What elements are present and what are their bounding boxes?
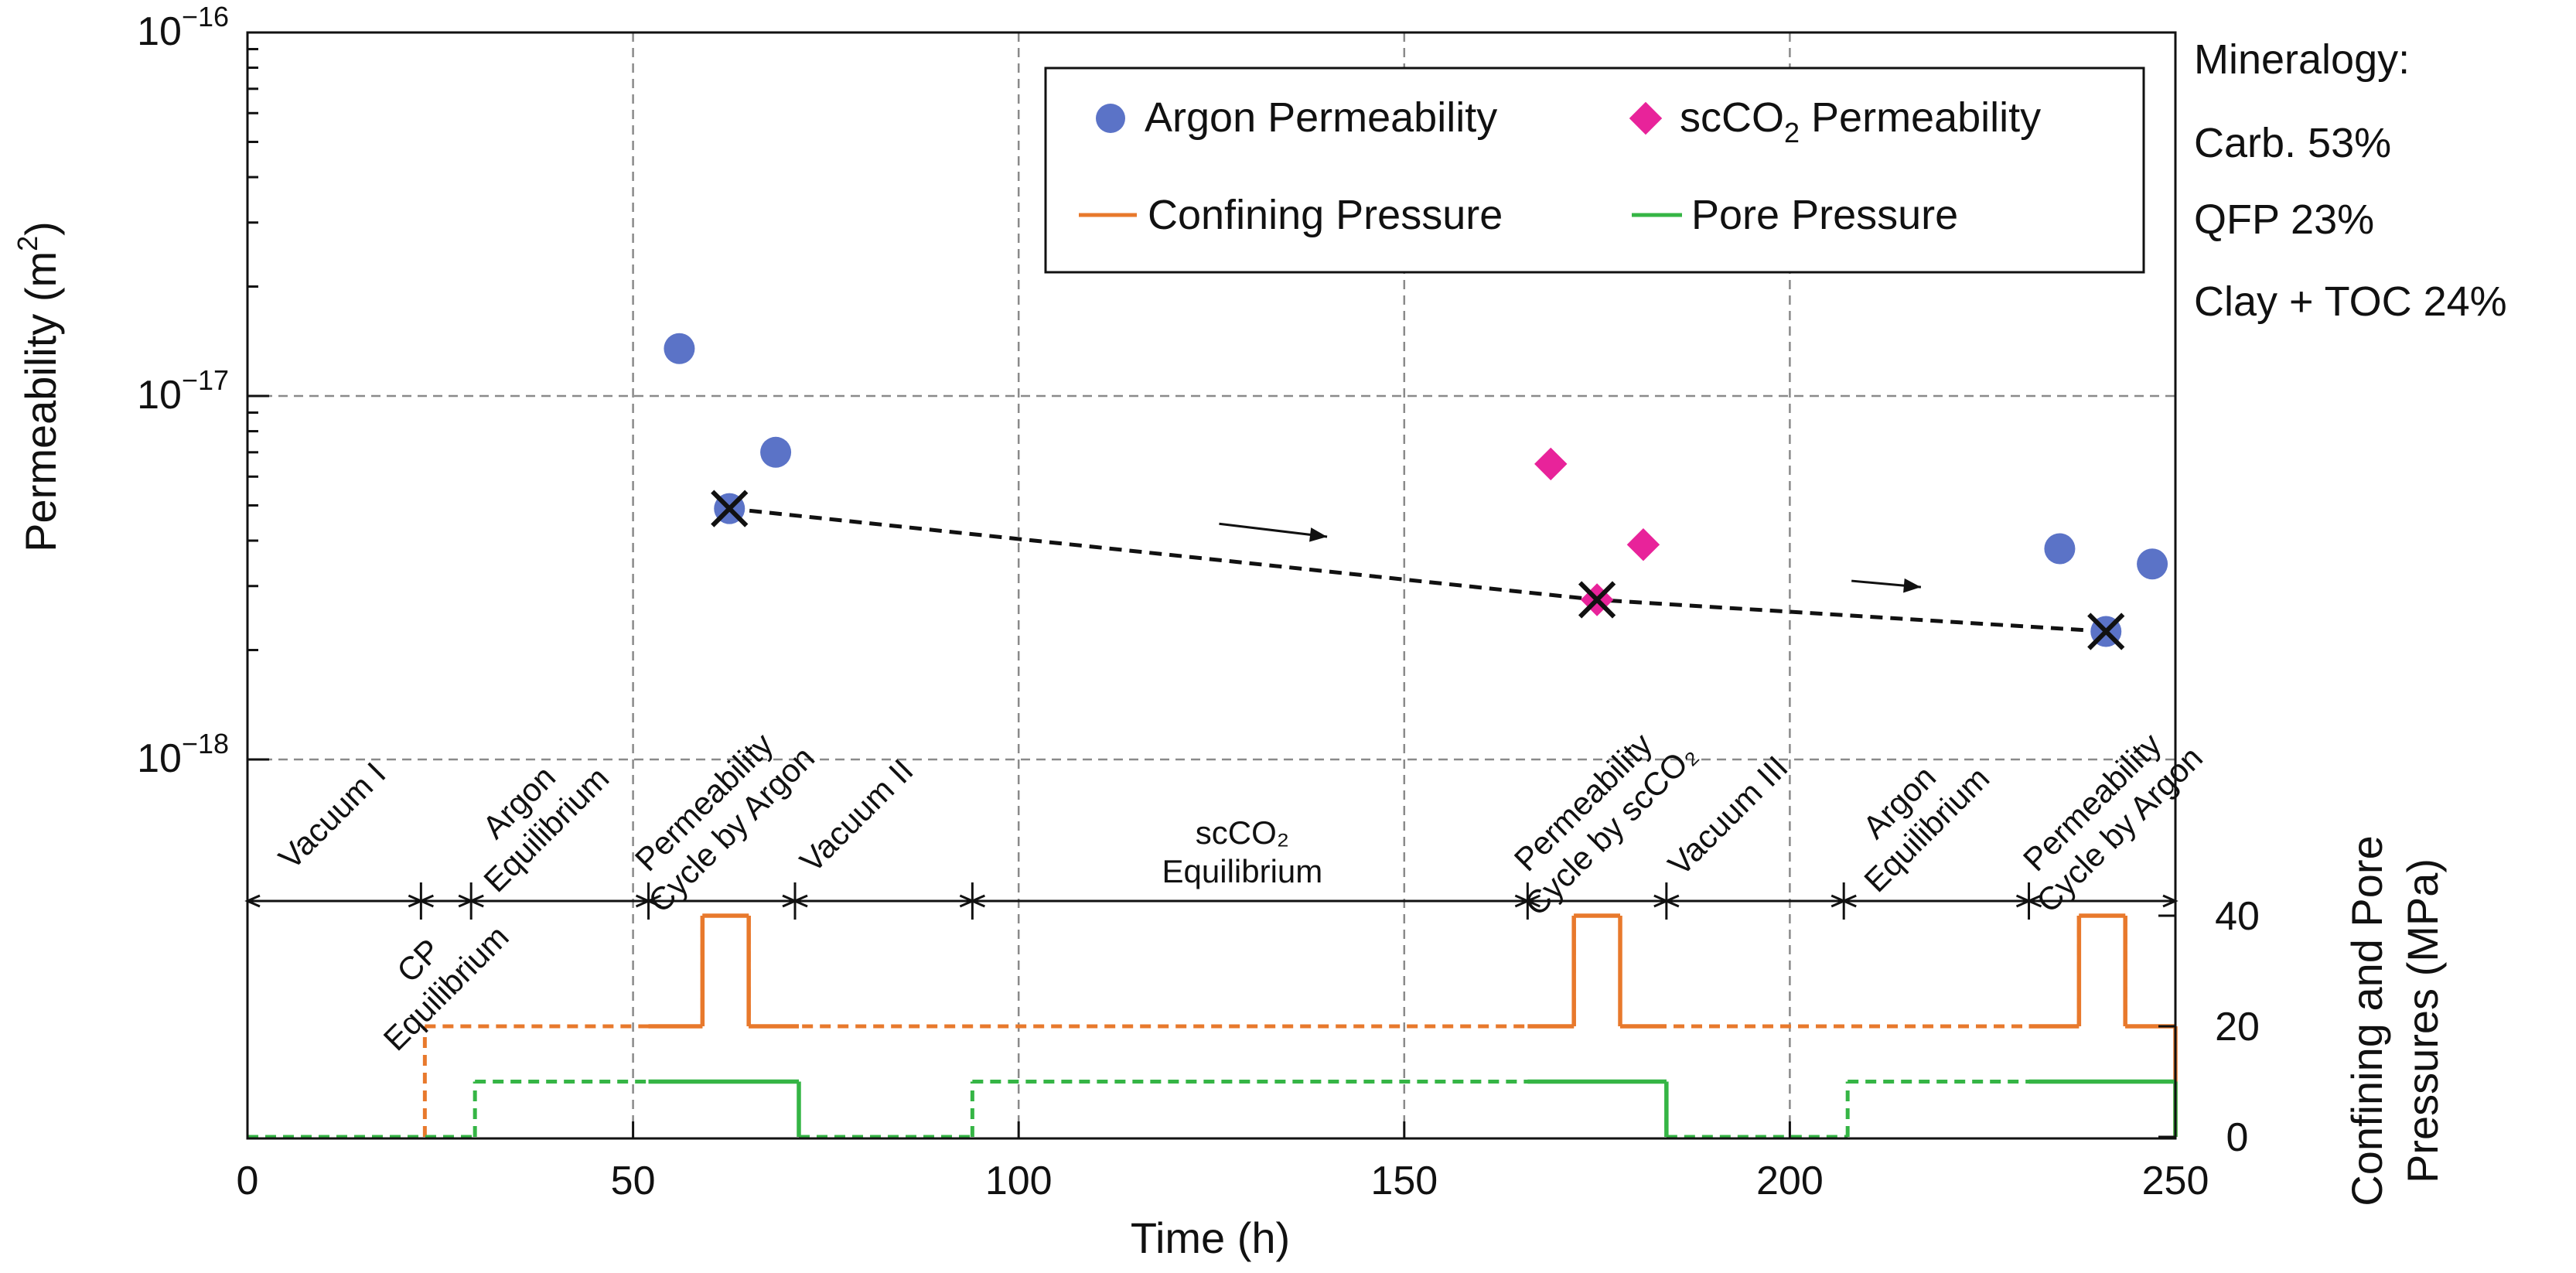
timeline-arrowhead [418,894,434,908]
permeability-points [664,333,2168,650]
legend-confining-label: Confining Pressure [1148,192,1503,238]
confining-pressure-solid [2028,913,2178,1137]
x-marker [2087,613,2125,650]
pore-pressure-dashed [247,1080,2178,1139]
y2-axis-label-line1: Confining and Pore [2342,835,2391,1206]
scco2-point [1626,527,1660,561]
x-marker [1578,581,1616,619]
trend-line-group [728,507,2107,633]
argon-point [2137,548,2168,580]
confining-pressure-solid [648,913,799,1029]
legend-box [1044,67,2145,274]
x-tick-label: 200 [1756,1159,1824,1203]
timeline-arrowhead [645,894,662,908]
mineralogy-clay-toc: Clay + TOC 24% [2194,278,2507,325]
scco2-point [1534,447,1568,481]
phase-label-line: Equilibrium [377,918,516,1057]
pressure-series [247,913,2178,1139]
timeline-arrowhead [1663,894,1680,908]
argon-point [664,333,695,364]
x-tick-label: 250 [2142,1159,2209,1203]
pore-pressure-solid [648,1079,801,1137]
x-tick-label: 100 [985,1159,1053,1203]
x-tick-label: 0 [237,1159,259,1203]
confining-pressure-solid [1527,913,1667,1029]
legend-scco2-label: scCO2 Permeability [1680,94,2041,148]
grid-lines [247,32,2175,1138]
timeline-arrowhead [792,894,808,908]
axes: 0 50 100 150 200 250 10−16 10−17 10−18 0 20 40 [137,1,2260,1203]
y2-tick-label: 20 [2215,1005,2260,1049]
y2-tick-label: 0 [2226,1115,2249,1160]
x-tick-label: 150 [1370,1159,1438,1203]
pore-pressure-solid [1527,1079,1669,1137]
legend-pore-label: Pore Pressure [1691,192,1958,238]
timeline-arrowhead [468,894,484,908]
legend-argon-label: Argon Permeability [1145,94,1497,141]
trend-arrowhead [1903,578,1921,593]
trend-arrowhead [1309,527,1328,542]
y-tick-label: 10−17 [137,364,229,418]
timeline-arrowhead [1841,894,1857,908]
phase-label-line: Equilibrium [1162,853,1323,889]
y-tick-label: 10−16 [137,1,229,54]
argon-point [760,436,792,468]
x-axis-label: Time (h) [1131,1213,1290,1262]
legend-argon-marker [1096,104,1125,133]
phase-label-line: Vacuum I [271,755,392,875]
legend: Argon Permeability scCO2 Permeability Co… [1044,67,2145,274]
confining-pressure-dashed [247,913,2178,1139]
trend-line [728,507,2107,633]
y-axis-label: Permeability (m2) [12,221,65,552]
y-tick-label: 10−18 [137,728,229,781]
phase-label-line: scCO₂ [1196,814,1289,851]
x-tick-label: 50 [611,1159,656,1203]
phase-label: Vacuum I [271,755,392,875]
trend-arrow [1219,522,1328,538]
timeline-arrowhead [2025,894,2042,908]
timeline-arrowhead [969,894,985,908]
y2-tick-label: 40 [2215,894,2260,939]
timeline-arrowhead [1524,894,1540,908]
y2-axis-label-line2: Pressures (MPa) [2398,858,2447,1183]
pore-pressure-solid [2028,1079,2178,1137]
mineralogy-carb: Carb. 53% [2194,120,2391,166]
x-marker [711,490,749,527]
mineralogy-title: Mineralogy: [2194,36,2410,83]
mineralogy-qfp: QFP 23% [2194,196,2374,243]
argon-point [2044,533,2076,565]
